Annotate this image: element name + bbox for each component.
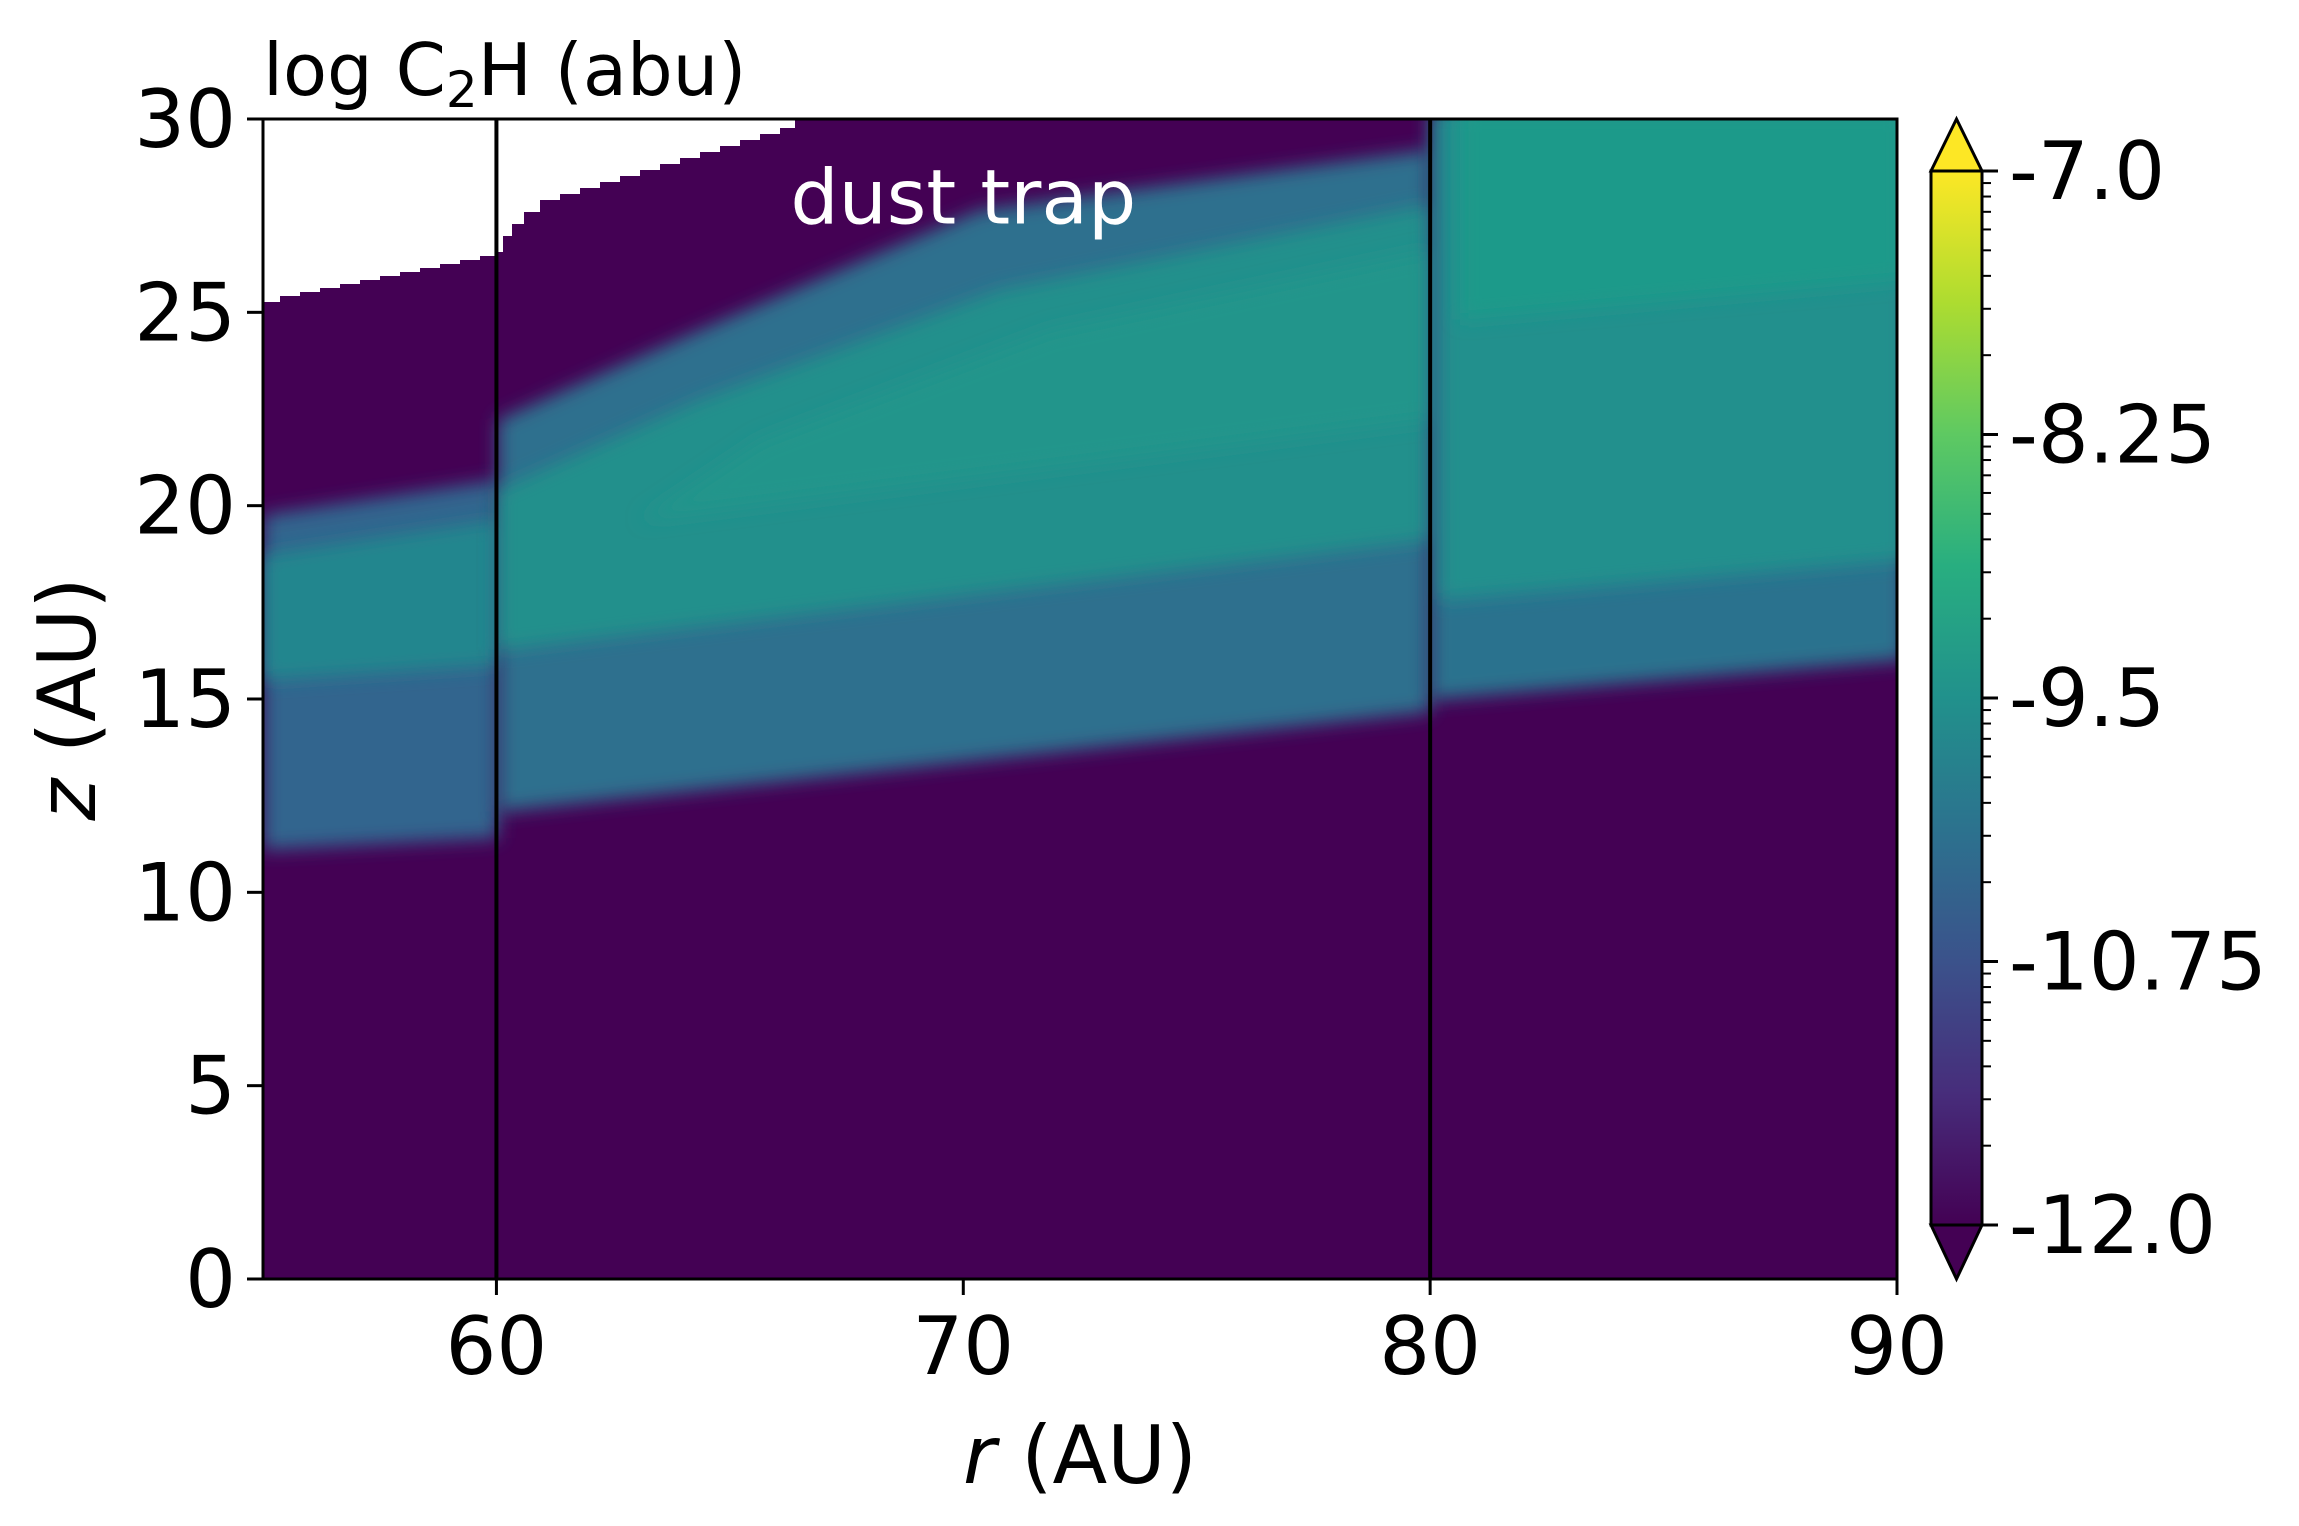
colorbar-extend-low bbox=[1928, 1223, 1985, 1283]
band-right-top bbox=[1460, 119, 1897, 320]
x-axis-title: r (AU) bbox=[963, 1409, 1197, 1502]
colorbar-ticks: -7.0 -8.25 -9.5 -10.75 -12.0 bbox=[1982, 125, 2267, 1272]
masked-region bbox=[263, 119, 795, 302]
colorbar: -7.0 -8.25 -9.5 -10.75 -12.0 bbox=[1928, 115, 2267, 1283]
colorbar-tick-label: -7.0 bbox=[2009, 125, 2165, 218]
x-tick-label: 80 bbox=[1379, 1300, 1481, 1393]
colorbar-extend-high bbox=[1928, 115, 1985, 173]
y-axis-title: z (AU) bbox=[21, 577, 114, 821]
vertical-lines bbox=[494, 119, 1433, 1279]
band-left-core bbox=[263, 520, 498, 680]
x-tick-label: 70 bbox=[912, 1300, 1014, 1393]
y-tick-label: 10 bbox=[134, 846, 236, 939]
colorbar-gradient bbox=[1931, 171, 1982, 1225]
x-tick-label: 60 bbox=[446, 1300, 548, 1393]
y-tick-label: 25 bbox=[134, 266, 236, 359]
y-tick-label: 30 bbox=[134, 73, 236, 166]
y-tick-label: 0 bbox=[185, 1233, 236, 1326]
y-tick-label: 20 bbox=[134, 460, 236, 553]
x-axis: 60 70 80 90 bbox=[446, 1279, 1948, 1393]
y-tick-label: 15 bbox=[134, 653, 236, 746]
chart-title: log C2H (abu) bbox=[263, 28, 746, 119]
colorbar-tick-label: -8.25 bbox=[2009, 389, 2216, 482]
colorbar-tick-label: -12.0 bbox=[2009, 1179, 2216, 1272]
annotation-dust-trap: dust trap bbox=[790, 152, 1136, 241]
y-axis: 0 5 10 15 20 25 30 bbox=[134, 73, 263, 1326]
colorbar-tick-label: -9.5 bbox=[2009, 652, 2165, 745]
colorbar-tick-label: -10.75 bbox=[2009, 916, 2267, 1009]
heatmap-field bbox=[263, 119, 1897, 850]
y-tick-label: 5 bbox=[185, 1040, 236, 1133]
band-middle-top bbox=[640, 250, 1430, 520]
x-tick-label: 90 bbox=[1846, 1300, 1948, 1393]
